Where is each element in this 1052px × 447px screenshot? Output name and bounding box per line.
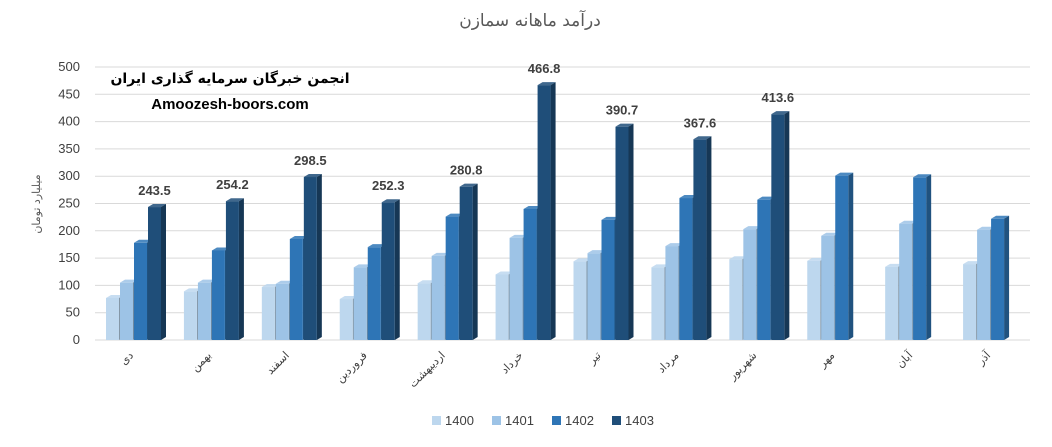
- y-tick-label: 250: [58, 196, 80, 211]
- y-tick-label: 50: [66, 305, 80, 320]
- data-label: 280.8: [450, 163, 483, 178]
- legend-swatch: [612, 416, 621, 425]
- bar-1403-3: [381, 199, 400, 340]
- bar-1402-10: [913, 174, 932, 340]
- legend-swatch: [432, 416, 441, 425]
- x-category-label: تیر: [585, 349, 604, 368]
- data-labels: 243.5 254.2 298.5 252.3 280.8 466.8 390.7 367.6…: [138, 61, 794, 198]
- y-tick-label: 200: [58, 223, 80, 238]
- chart-title: درآمد ماهانه سمازن: [459, 9, 601, 31]
- watermark-title: انجمن خبرگان سرمایه گذاری ایران: [110, 70, 349, 87]
- x-category-label: اسفند: [264, 349, 292, 377]
- x-category-label: دی: [117, 349, 136, 368]
- bars: [106, 82, 1010, 341]
- bar-1403-4: [459, 183, 478, 340]
- x-category-label: بهمن: [189, 349, 214, 374]
- y-tick-label: 500: [58, 59, 80, 74]
- legend: 1400 1401 1402 1403: [432, 413, 654, 428]
- x-category-label: شهریور: [725, 349, 759, 383]
- x-category-label: اردیبهشت: [406, 349, 447, 390]
- data-label: 390.7: [606, 103, 639, 118]
- data-label: 243.5: [138, 183, 171, 198]
- legend-item-1402: 1402: [552, 413, 594, 428]
- x-category-label: آبان: [893, 348, 916, 371]
- legend-item-1401: 1401: [492, 413, 534, 428]
- x-category-label: فروردین: [334, 349, 370, 385]
- bar-1402-9: [835, 172, 854, 340]
- bar-1403-6: [615, 123, 634, 341]
- y-tick-label: 0: [73, 332, 80, 347]
- y-tick-label: 400: [58, 114, 80, 129]
- data-label: 254.2: [216, 177, 249, 192]
- bar-1403-5: [537, 82, 556, 340]
- data-label: 466.8: [528, 61, 561, 76]
- data-label: 413.6: [762, 90, 795, 105]
- y-tick-label: 350: [58, 141, 80, 156]
- gridlines: [95, 66, 1030, 341]
- legend-item-1403: 1403: [612, 413, 654, 428]
- x-axis-categories: دی بهمن اسفند فروردین اردیبهشت خرداد تیر مرداد ش…: [117, 348, 993, 391]
- data-label: 298.5: [294, 153, 327, 168]
- bar-1403-7: [693, 136, 712, 340]
- bar-1403-1: [225, 198, 244, 340]
- bar-1403-8: [771, 111, 790, 340]
- data-label: 367.6: [684, 115, 717, 130]
- bar-1403-2: [303, 174, 322, 340]
- x-category-label: خرداد: [498, 349, 525, 376]
- x-category-label: مهر: [815, 349, 837, 371]
- legend-item-1400: 1400: [432, 413, 474, 428]
- bar-1402-11: [991, 215, 1010, 340]
- legend-swatch: [492, 416, 501, 425]
- y-axis-label: میلیارد تومان: [30, 174, 43, 233]
- data-label: 252.3: [372, 178, 405, 193]
- x-category-label: مرداد: [655, 349, 682, 376]
- bar-1403-0: [148, 204, 166, 340]
- legend-label: 1403: [625, 413, 654, 428]
- y-tick-label: 450: [58, 86, 80, 101]
- y-axis-ticks: 0 50 100 150 200 250 300 350 400 450 500: [58, 59, 80, 347]
- y-tick-label: 150: [58, 250, 80, 265]
- legend-label: 1401: [505, 413, 534, 428]
- y-tick-label: 300: [58, 168, 80, 183]
- legend-swatch: [552, 416, 561, 425]
- legend-label: 1402: [565, 413, 594, 428]
- y-tick-label: 100: [58, 277, 80, 292]
- x-category-label: آذر: [973, 348, 994, 369]
- watermark-url: Amoozesh-boors.com: [151, 96, 309, 113]
- legend-label: 1400: [445, 413, 474, 428]
